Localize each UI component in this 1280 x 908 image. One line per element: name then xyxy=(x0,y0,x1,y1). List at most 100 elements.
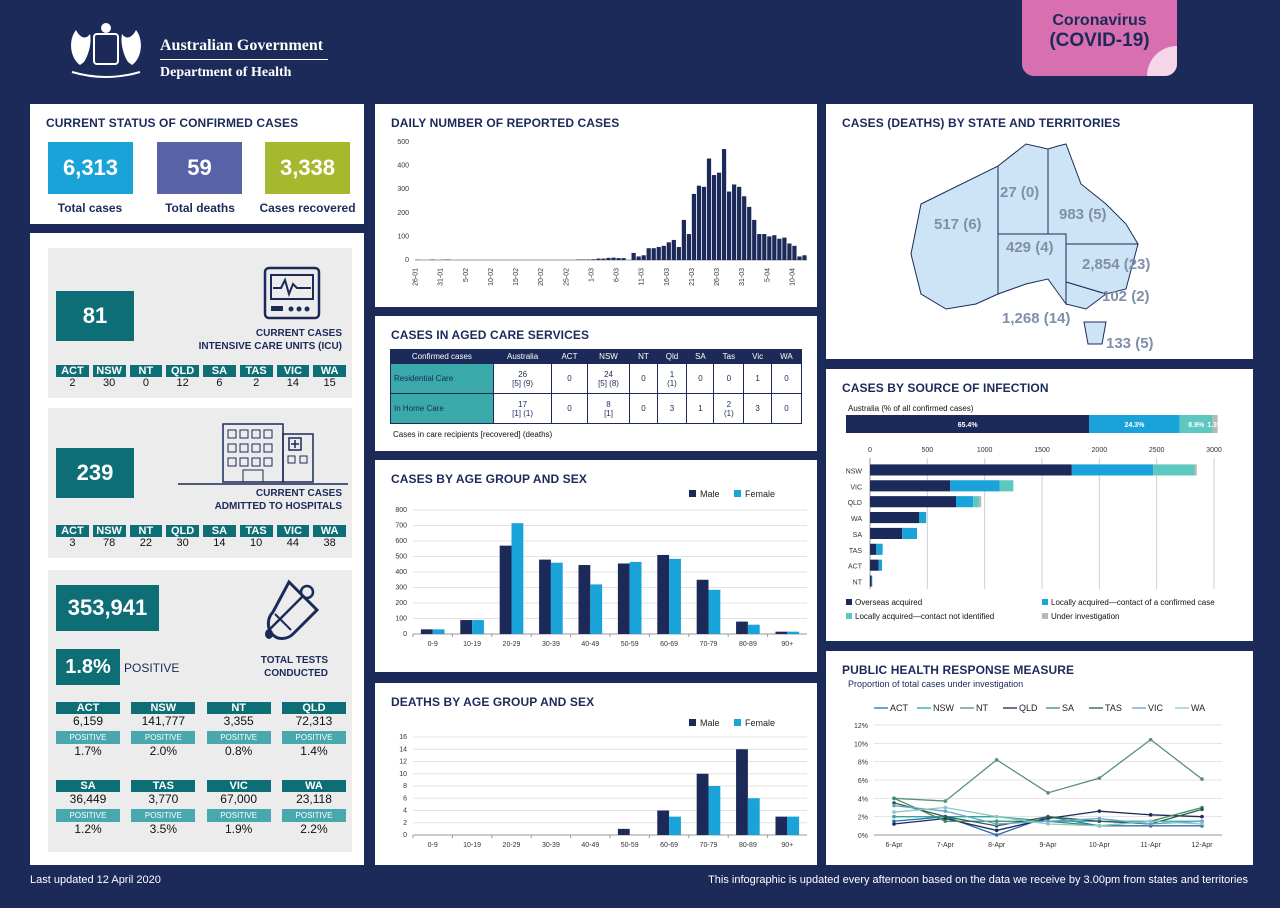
daily-cases-chart: 0 100 200 300 400 500 26-01 31-01 5-02 10-02 15-02… xyxy=(397,139,807,286)
tests-state-act: ACT 6,159 POSITIVE 1.7% xyxy=(56,702,120,758)
aged-cell: 1 xyxy=(686,393,715,424)
bar xyxy=(772,235,777,260)
bar xyxy=(782,237,787,260)
series-point xyxy=(1097,809,1102,813)
series-point xyxy=(892,819,896,824)
aged-title: CASES IN AGED CARE SERVICES xyxy=(391,328,590,342)
age-title: CASES BY AGE GROUP AND SEX xyxy=(391,472,587,486)
bar xyxy=(742,196,747,260)
y-tick-label: 300 xyxy=(395,585,407,592)
x-tick-label: 31-01 xyxy=(438,268,445,286)
series-point xyxy=(1200,819,1204,824)
x-tick-label: 60-69 xyxy=(660,641,678,648)
bar xyxy=(666,242,671,260)
australia-share-segment xyxy=(846,415,1090,433)
bar-segment xyxy=(999,480,1014,492)
icu-state-values: 2 30 0 12 6 2 14 15 xyxy=(56,377,346,389)
total-deaths-label: Total deaths xyxy=(165,201,235,215)
x-tick-label: 16-03 xyxy=(664,268,671,286)
tests-state-pct: 1.7% xyxy=(74,744,102,758)
department-name: Department of Health xyxy=(160,65,292,80)
bar xyxy=(631,252,636,260)
cases-recovered-label: Cases recovered xyxy=(259,201,356,215)
tests-state-value: 72,313 xyxy=(295,714,333,728)
tests-state-value: 6,159 xyxy=(72,714,104,728)
legend-swatch xyxy=(689,490,696,497)
bar xyxy=(701,186,707,260)
hospital-value-wa: 38 xyxy=(323,537,336,549)
legend-label: Female xyxy=(745,489,775,499)
x-tick-label: 500 xyxy=(921,447,933,454)
bar xyxy=(601,258,606,260)
y-tick-label: 200 xyxy=(397,210,409,217)
aged-cell: 0 xyxy=(629,393,658,424)
x-tick-label: 12-Apr xyxy=(1191,842,1213,849)
legend-swatch xyxy=(734,490,741,497)
icu-value-tas: 2 xyxy=(253,377,260,389)
map-label-tas: 133 (5) xyxy=(1106,335,1154,352)
bar-female xyxy=(787,631,800,634)
source-subtitle: Australia (% of all confirmed cases) xyxy=(848,404,974,413)
hospital-value-nsw: 78 xyxy=(103,537,116,549)
aged-cell: 3 xyxy=(656,393,688,424)
y-tick-label: 600 xyxy=(395,538,407,545)
series-point xyxy=(994,814,999,819)
x-tick-label: 15-02 xyxy=(513,268,520,286)
aged-header: Tas xyxy=(713,349,745,364)
y-tick-label: 4% xyxy=(858,796,868,803)
bar xyxy=(797,256,802,260)
x-tick-label: 2500 xyxy=(1149,447,1165,454)
x-tick-label: 9-Apr xyxy=(1039,842,1057,849)
bar xyxy=(706,158,712,260)
bar xyxy=(716,172,722,260)
total-cases-card: 6,313 xyxy=(48,142,133,194)
x-tick-label: 90+ xyxy=(781,842,793,849)
status-title: CURRENT STATUS OF CONFIRMED CASES xyxy=(46,116,299,130)
legend-label: Female xyxy=(745,718,775,728)
legend-swatch xyxy=(846,613,852,619)
bar xyxy=(611,257,616,260)
bar-segment xyxy=(870,527,903,539)
x-tick-label: 7-Apr xyxy=(937,842,955,849)
hospital-value-act: 3 xyxy=(69,537,76,549)
y-tick-label: SA xyxy=(853,532,863,539)
aged-cell: 24 [5] (8) xyxy=(586,363,631,394)
hospital-building-icon xyxy=(178,423,348,485)
y-tick-label: 400 xyxy=(397,163,409,170)
x-tick-label: 10-Apr xyxy=(1089,842,1111,849)
legend-swatch xyxy=(734,719,741,726)
bar-male xyxy=(775,631,788,634)
bar-male xyxy=(657,554,670,634)
tests-state-pct: 2.2% xyxy=(300,822,328,836)
icu-value-sa: 6 xyxy=(216,377,223,389)
aged-header: Qld xyxy=(656,349,688,364)
x-tick-label: 25-02 xyxy=(563,268,570,286)
series-point xyxy=(943,819,948,824)
bar-female xyxy=(669,816,681,835)
series-point xyxy=(1097,819,1102,824)
tests-state-pct: 1.4% xyxy=(300,744,328,758)
y-tick-label: 14 xyxy=(399,746,407,753)
hospital-value-qld: 30 xyxy=(176,537,189,549)
bar-segment xyxy=(876,543,883,555)
bar-male xyxy=(617,828,630,835)
bar xyxy=(641,255,646,260)
aged-cell: 0 xyxy=(629,363,658,394)
x-tick-label: 10-19 xyxy=(463,842,481,849)
legend-label: Under investigation xyxy=(1051,612,1119,621)
aged-cell: 0 xyxy=(551,363,588,394)
x-tick-label: 2000 xyxy=(1092,447,1108,454)
deaths-title: DEATHS BY AGE GROUP AND SEX xyxy=(391,695,595,709)
age-sex-panel: CASES BY AGE GROUP AND SEX 0 100 200 300 400… xyxy=(375,460,817,672)
aged-cell: 2 (1) xyxy=(713,393,745,424)
series-point xyxy=(892,801,896,805)
x-tick-label: 30-39 xyxy=(542,842,560,849)
hospital-states: ACT NSW NT QLD SA TAS VIC WA 3 78 22 30 … xyxy=(56,525,346,549)
hospital-label2: ADMITTED TO HOSPITALS xyxy=(214,501,342,512)
y-tick-label: 800 xyxy=(395,507,407,514)
series-point xyxy=(994,758,999,762)
hospital-state-wa: WA xyxy=(313,525,346,537)
y-tick-label: 10 xyxy=(399,771,407,778)
icu-state-act: ACT xyxy=(56,365,89,377)
bar-female xyxy=(669,558,681,634)
